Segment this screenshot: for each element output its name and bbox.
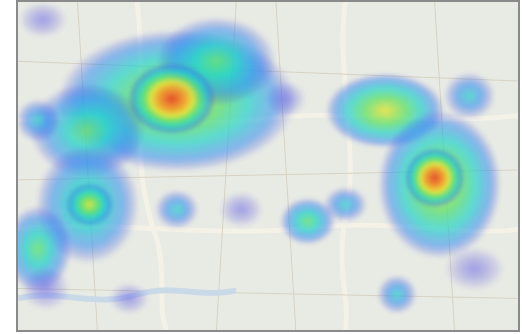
heat-blob [109,282,149,315]
heat-blob [323,186,368,223]
heat-blob [18,98,60,143]
heat-blob [266,81,306,117]
heat-blob [279,197,336,246]
heat-blob [377,274,417,315]
heat-blob [154,189,199,230]
heat-blob [443,72,496,120]
heat-blob [444,247,505,291]
heat-blob [65,182,114,227]
heat-blob [21,266,70,311]
heat-hotspot [404,148,465,208]
heatmap-canvas[interactable] [18,2,518,330]
heatmap-layer [18,2,505,315]
heat-blob [29,83,145,178]
heatmap-map[interactable] [16,0,520,332]
heat-hotspot [128,63,216,135]
heat-blob [219,191,264,228]
heat-blob [18,2,67,38]
